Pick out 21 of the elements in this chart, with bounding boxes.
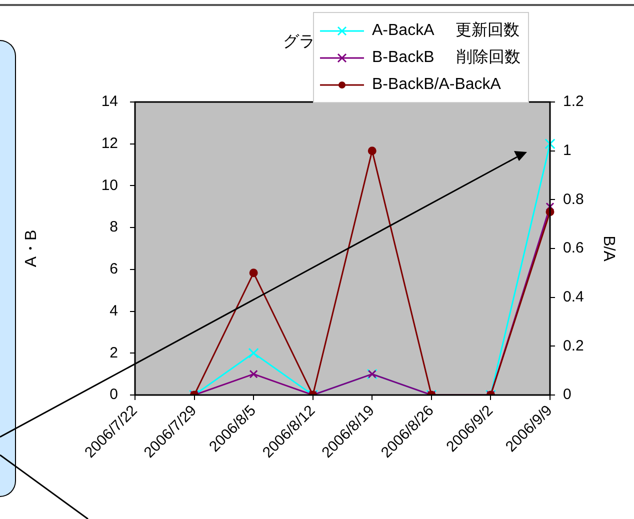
y-tick-label: 12 xyxy=(101,135,118,152)
y2-tick-label: 1 xyxy=(563,142,572,159)
y2-tick-label: 0.8 xyxy=(563,190,584,208)
chart-title: グラ xyxy=(283,33,315,50)
y-tick-label: 0 xyxy=(110,386,118,404)
y-axis-title: A・B xyxy=(23,230,40,268)
y-tick-label: 2 xyxy=(110,344,118,362)
y-tick-label: 10 xyxy=(101,176,118,194)
legend-label: A-BackA 更新回数 xyxy=(372,20,520,41)
y2-axis-title: B/A xyxy=(600,236,617,262)
y2-tick-label: 1.2 xyxy=(563,93,584,110)
y2-tick-label: 0.4 xyxy=(563,288,584,306)
legend-label: B-BackB/A-BackA xyxy=(372,76,501,94)
y-tick-label: 8 xyxy=(110,218,118,236)
y-tick-label: 6 xyxy=(110,260,118,278)
legend-label: B-BackB 削除回数 xyxy=(372,48,520,68)
y-tick-label: 14 xyxy=(101,93,118,110)
y2-tick-label: 0 xyxy=(563,386,572,404)
y-tick-label: 4 xyxy=(110,302,118,320)
y2-tick-label: 0.6 xyxy=(563,240,584,257)
y2-tick-label: 0.2 xyxy=(563,337,584,354)
